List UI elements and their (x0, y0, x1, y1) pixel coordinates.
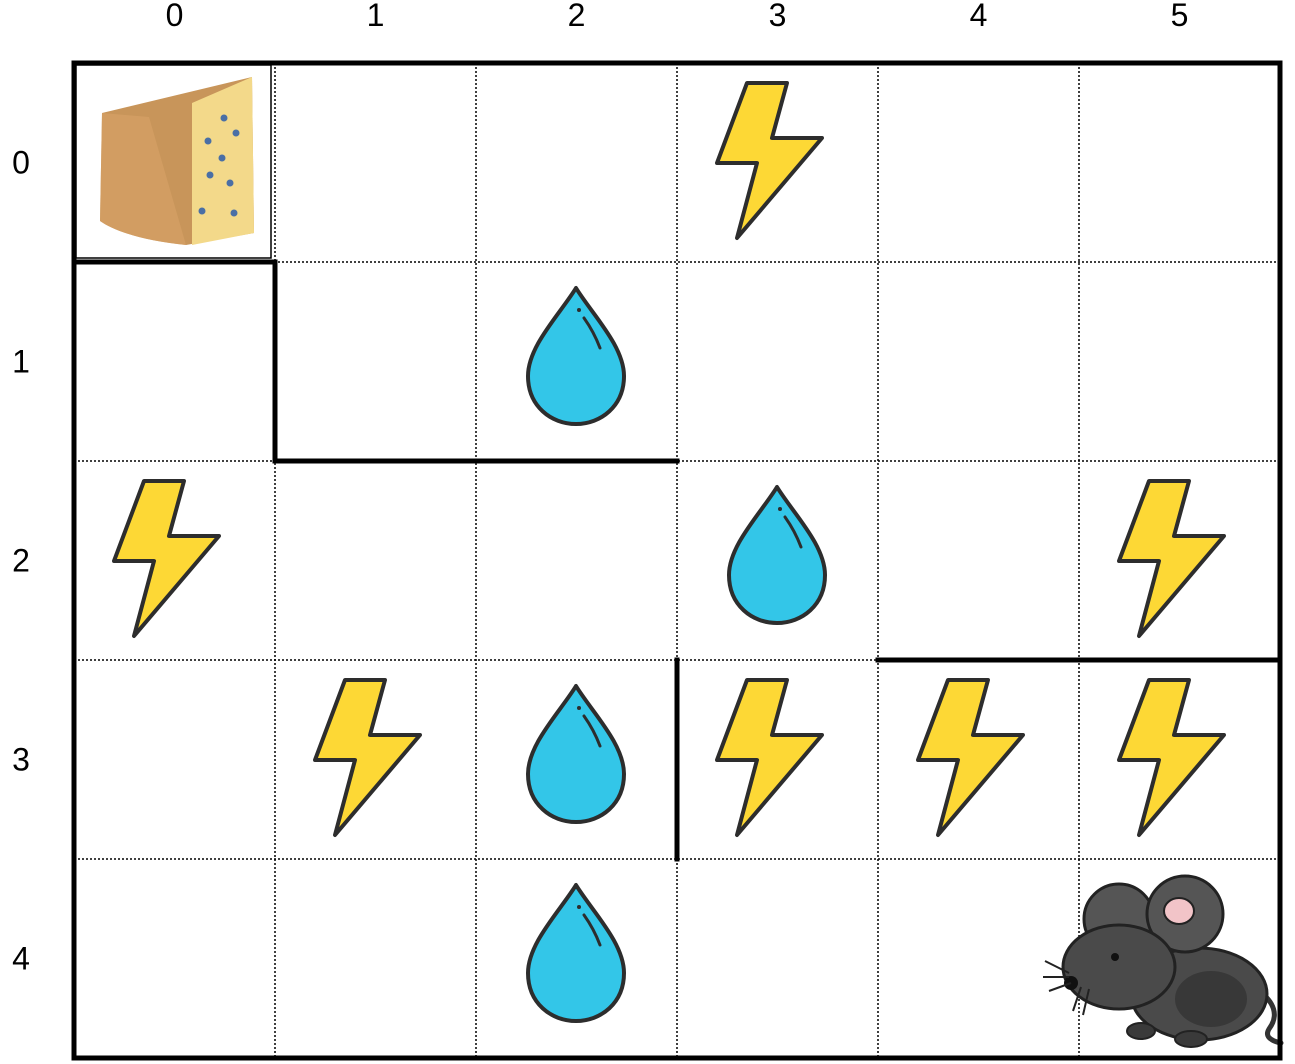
row-label: 2 (12, 543, 30, 579)
mouse-eye (1111, 953, 1119, 961)
mouse-foot (1174, 1030, 1208, 1048)
lightning-shape (916, 678, 1025, 837)
grid-cell (74, 859, 275, 1058)
water-drop-shape (727, 485, 827, 625)
cheese-mold-spot (232, 129, 240, 137)
lightning-shape (715, 81, 824, 240)
water-drop-icon (526, 883, 626, 1023)
col-label: 4 (970, 0, 988, 33)
lightning-shape (1117, 678, 1226, 837)
lightning-shape (1117, 479, 1226, 638)
mouse-whisker (1072, 986, 1082, 1012)
col-label: 0 (166, 0, 184, 33)
row-label: 4 (12, 941, 30, 977)
col-label: 3 (769, 0, 787, 33)
col-label: 1 (367, 0, 385, 33)
grid-cell (74, 262, 275, 461)
row-label: 3 (12, 742, 30, 778)
cheese-mold-spot (226, 179, 234, 187)
grid-cell (275, 461, 476, 660)
grid-cell (74, 660, 275, 859)
walls (71, 259, 1283, 862)
mouse-ear-inner (1163, 897, 1195, 925)
water-drop-icon (727, 485, 827, 625)
cheese-rind-shade (100, 113, 186, 245)
lightning-icon (1117, 678, 1226, 837)
water-drop-shape (526, 286, 626, 426)
grid-cell (878, 461, 1079, 660)
grid-cell (878, 859, 1079, 1058)
board-border (71, 60, 1283, 1061)
lightning-icon (715, 678, 824, 837)
grid-cell (677, 262, 878, 461)
water-drop-shape (526, 684, 626, 824)
water-drop-icon (526, 286, 626, 426)
water-highlight-dot (577, 706, 581, 710)
grid-cell (1079, 262, 1280, 461)
grid-cell (476, 63, 677, 262)
mouse-tail (1254, 986, 1284, 1046)
grid-cell (878, 262, 1079, 461)
col-label: 2 (568, 0, 586, 33)
mouse-whisker (1082, 988, 1090, 1016)
cheese-mold-spot (218, 154, 226, 162)
water-highlight (582, 714, 602, 748)
grid-cell (677, 859, 878, 1058)
cheese-icon (75, 64, 272, 259)
mouse-icon (1043, 874, 1284, 1048)
lightning-icon (715, 81, 824, 240)
mouse-whisker (1044, 960, 1070, 974)
grid-cell (275, 262, 476, 461)
grid-cell (275, 859, 476, 1058)
cheese-mold-spot (220, 114, 228, 122)
grid-cells (74, 63, 1280, 1058)
grid-cell (476, 461, 677, 660)
mouse-haunch (1175, 971, 1247, 1027)
mouse-foot (1126, 1022, 1156, 1040)
cheese-mold-spot (230, 209, 238, 217)
water-drop-icon (526, 684, 626, 824)
water-highlight-dot (778, 507, 782, 511)
row-label: 0 (12, 145, 30, 181)
cheese-mold-spot (204, 137, 212, 145)
cheese-mold-spot (198, 207, 206, 215)
lightning-icon (1117, 479, 1226, 638)
lightning-shape (313, 678, 422, 837)
water-highlight-dot (577, 308, 581, 312)
water-highlight (582, 913, 602, 947)
grid-cell (1079, 63, 1280, 262)
water-highlight-dot (577, 905, 581, 909)
col-label: 5 (1171, 0, 1189, 33)
water-highlight (582, 316, 602, 350)
grid-cell (275, 63, 476, 262)
lightning-icon (916, 678, 1025, 837)
grid-cell (878, 63, 1079, 262)
cheese-mold-spot (206, 171, 214, 179)
lightning-icon (313, 678, 422, 837)
water-drop-shape (526, 883, 626, 1023)
water-highlight (783, 515, 803, 549)
mouse-whisker (1048, 982, 1072, 992)
game-pieces (75, 64, 1284, 1048)
lightning-shape (112, 479, 221, 638)
row-label: 1 (12, 344, 30, 380)
mouse-head (1061, 923, 1177, 1011)
lightning-shape (715, 678, 824, 837)
axis-labels: 0 1 2 3 4 5 0 1 2 3 4 (12, 0, 1188, 977)
lightning-icon (112, 479, 221, 638)
mouse-nose (1064, 976, 1078, 990)
